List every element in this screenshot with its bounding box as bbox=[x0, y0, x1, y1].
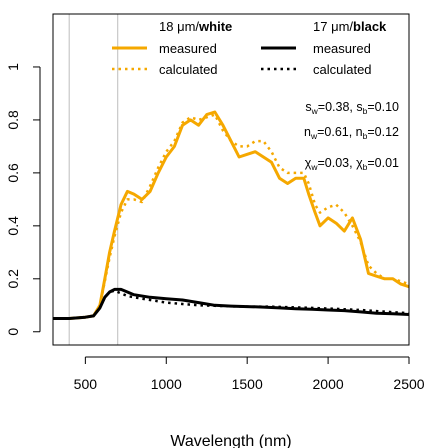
x-axis: 500 1000 1500 2000 2500 bbox=[74, 356, 425, 392]
legend-header-white: 18 μm/white bbox=[159, 19, 232, 34]
x-tick-label-1500: 1500 bbox=[232, 376, 263, 392]
x-tick-label-2500: 2500 bbox=[393, 376, 424, 392]
legend: 18 μm/white 17 μm/black measured measure… bbox=[112, 19, 387, 77]
plot-frame bbox=[52, 13, 410, 346]
y-tick-label-0: 0 bbox=[5, 328, 21, 336]
series-white-measured bbox=[53, 110, 410, 320]
x-tick-label-1000: 1000 bbox=[151, 376, 182, 392]
x-tick-label-2000: 2000 bbox=[313, 376, 344, 392]
x-tick-label-500: 500 bbox=[74, 376, 98, 392]
legend-label-white-measured: measured bbox=[159, 41, 217, 56]
y-axis: 0 0.2 0.4 0.6 0.8 1 bbox=[5, 63, 41, 336]
reference-lines bbox=[68, 14, 119, 345]
annotation-n: nw=0.61, nb=0.12 bbox=[304, 125, 399, 141]
series-black-calculated bbox=[53, 289, 410, 320]
y-tick-label-5: 1 bbox=[5, 63, 21, 71]
annotations: sw=0.38, sb=0.10 nw=0.61, nb=0.12 χw=0.0… bbox=[304, 100, 399, 172]
x-axis-label: Wavelength (nm) bbox=[170, 433, 291, 448]
annotation-s: sw=0.38, sb=0.10 bbox=[305, 100, 399, 116]
legend-label-black-calculated: calculated bbox=[313, 62, 372, 77]
legend-label-white-calculated: calculated bbox=[159, 62, 218, 77]
y-tick-label-2: 0.4 bbox=[5, 216, 21, 236]
legend-header-black: 17 μm/black bbox=[313, 19, 387, 34]
annotation-chi: χw=0.03, χb=0.01 bbox=[305, 156, 399, 172]
series-white-calculated bbox=[53, 113, 410, 320]
y-tick-label-3: 0.6 bbox=[5, 163, 21, 183]
series-layer bbox=[53, 110, 410, 320]
y-tick-label-1: 0.2 bbox=[5, 269, 21, 289]
y-tick-label-4: 0.8 bbox=[5, 110, 21, 130]
legend-label-black-measured: measured bbox=[313, 41, 371, 56]
